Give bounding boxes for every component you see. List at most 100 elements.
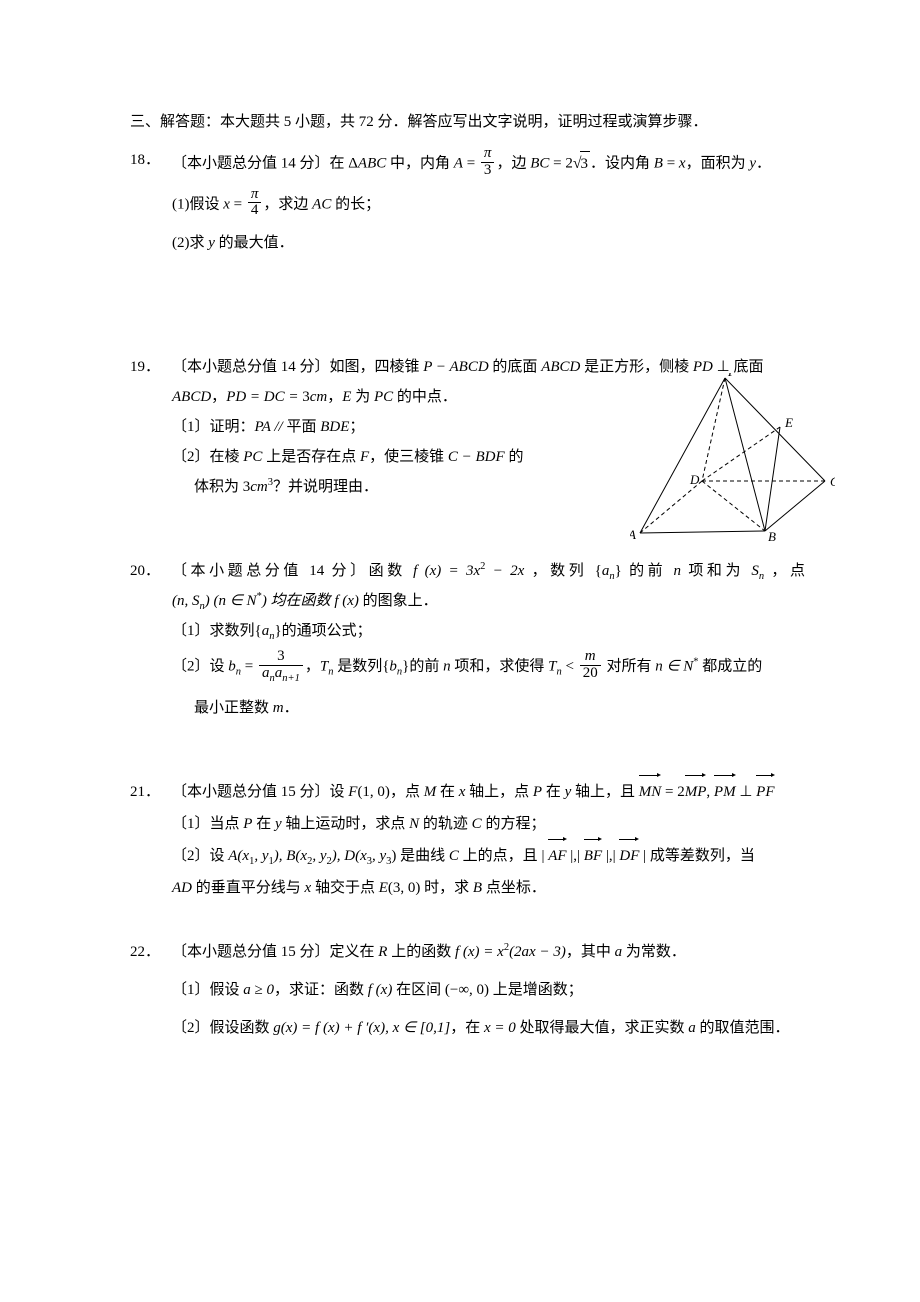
text: , [706, 784, 714, 800]
text: 的取值范围． [696, 1020, 790, 1036]
text: BC [530, 156, 549, 172]
text: m [273, 700, 284, 716]
text: 项和为 [688, 563, 744, 579]
text: 上的点，且 [459, 848, 542, 864]
text: BF [584, 848, 602, 864]
text: ． [756, 156, 771, 172]
text: 〔1〕假设 [172, 982, 243, 998]
text: f (x) = 3x [413, 563, 480, 579]
text: 为常数． [622, 944, 686, 960]
text: a [688, 1020, 696, 1036]
text: ，求证：函数 [274, 982, 368, 998]
text: 的中点． [393, 389, 457, 405]
q18-part2: (2)求 y 的最大值． [130, 231, 805, 255]
text: ) 是曲线 [391, 848, 449, 864]
text: 〔本小题总分值 14 分〕在 [172, 156, 348, 172]
text: T [320, 659, 328, 675]
text: m [580, 649, 601, 665]
text: 成等差数列，当 [646, 848, 755, 864]
text: ABCD [172, 389, 211, 405]
q21-part2-l2: AD 的垂直平分线与 x 轴交于点 E(3, 0) 时，求 B 点坐标． [130, 876, 805, 900]
text: , y [372, 848, 386, 864]
text: N [409, 816, 419, 832]
text: 处取得最大值，求正实数 [516, 1020, 689, 1036]
text: 的前 [629, 563, 666, 579]
text: 对所有 [603, 659, 656, 675]
text: ，求边 [263, 196, 312, 212]
text: 的轨迹 [419, 816, 472, 832]
text: ． [284, 700, 299, 716]
text: ABCD [541, 359, 580, 375]
text: , y [312, 848, 326, 864]
text: ， [211, 389, 226, 405]
q21-stem: 〔本小题总分值 15 分〕设 F(1, 0)，点 M 在 x 轴上，点 P 在 … [172, 780, 805, 804]
question-22: 22． 〔本小题总分值 15 分〕定义在 R 上的函数 f (x) = x2(2… [130, 940, 805, 1040]
q19-figure: PABCDE [630, 373, 835, 551]
text: S [751, 563, 759, 579]
q21-part2-l1: 〔2〕设 A(x1, y1), B(x2, y2), D(x3, y3) 是曲线… [130, 844, 805, 868]
text: 为 [351, 389, 374, 405]
text: b [389, 659, 397, 675]
text: AD [172, 880, 192, 896]
text: 3 [259, 649, 303, 665]
svg-text:E: E [784, 415, 793, 430]
svg-text:A: A [630, 527, 636, 542]
pyramid-svg: PABCDE [630, 373, 835, 543]
text: = [463, 156, 479, 172]
q18-part1: (1)假设 x = π4，求边 AC 的长； [130, 189, 805, 222]
text: ， [327, 389, 342, 405]
text: 在区间 [392, 982, 445, 998]
text: 是数列 [333, 659, 382, 675]
text: 中，内角 [386, 156, 454, 172]
q21-part1: 〔1〕当点 P 在 y 轴上运动时，求点 N 的轨迹 C 的方程； [130, 812, 805, 836]
question-18: 18． 〔本小题总分值 14 分〕在 ΔABC 中，内角 A = π3，边 BC… [130, 148, 805, 255]
text: ．设内角 [590, 156, 654, 172]
text: C [449, 848, 459, 864]
text: cm [250, 479, 268, 495]
text: 项和，求使得 [451, 659, 549, 675]
text: BDE [320, 419, 349, 435]
text: f (x) [368, 982, 393, 998]
text: n+1 [282, 673, 300, 684]
text: (3, 0) [388, 880, 421, 896]
text: 平面 [286, 419, 320, 435]
text: n ∈ N [655, 659, 693, 675]
text: 的最大值． [215, 235, 294, 251]
svg-text:B: B [768, 529, 776, 543]
text: C [472, 816, 482, 832]
svg-text:P: P [727, 373, 736, 379]
text: cm [310, 389, 328, 405]
text: (1)假设 [172, 196, 223, 212]
text: a ≥ 0 [243, 982, 274, 998]
text: y [208, 235, 215, 251]
text: 的长； [331, 196, 380, 212]
text: < [562, 659, 578, 675]
q20-line2: (n, Sn) (n ∈ N*) 均在函数 f (x) 的图象上． [130, 589, 805, 613]
text: (2ax − 3) [509, 944, 566, 960]
section-title: 三、解答题：本大题共 5 小题，共 72 分．解答应写出文字说明，证明过程或演算… [130, 110, 805, 134]
text: 〔本小题总分值 15 分〕设 [172, 784, 348, 800]
text: 的底面 [489, 359, 542, 375]
text: n [443, 659, 451, 675]
q18-stem: 〔本小题总分值 14 分〕在 ΔABC 中，内角 A = π3，边 BC = 2… [172, 148, 805, 181]
q20-part2-l1: 〔2〕设 bn = 3anan+1，Tn 是数列{bn}的前 n 项和，求使得 … [130, 651, 805, 684]
text: 的前 [409, 659, 443, 675]
text: MN [639, 784, 662, 800]
text: π [481, 146, 495, 162]
text: a [615, 944, 623, 960]
text: (−∞, 0) [445, 982, 489, 998]
text: MP [685, 784, 707, 800]
text: = [241, 659, 257, 675]
text: PF [756, 784, 774, 800]
text: AF [548, 848, 566, 864]
text: 上是增函数； [489, 982, 583, 998]
text: 〔1〕求数列 [172, 623, 255, 639]
text: ), D(x [332, 848, 367, 864]
text: 轴上，点 [465, 784, 533, 800]
text: n [759, 571, 764, 582]
text: 〔1〕证明： [172, 419, 255, 435]
question-21: 21． 〔本小题总分值 15 分〕设 F(1, 0)，点 M 在 x 轴上，点 … [130, 780, 805, 900]
text: M [424, 784, 437, 800]
text: PD = DC = [226, 389, 302, 405]
text: = [663, 156, 679, 172]
